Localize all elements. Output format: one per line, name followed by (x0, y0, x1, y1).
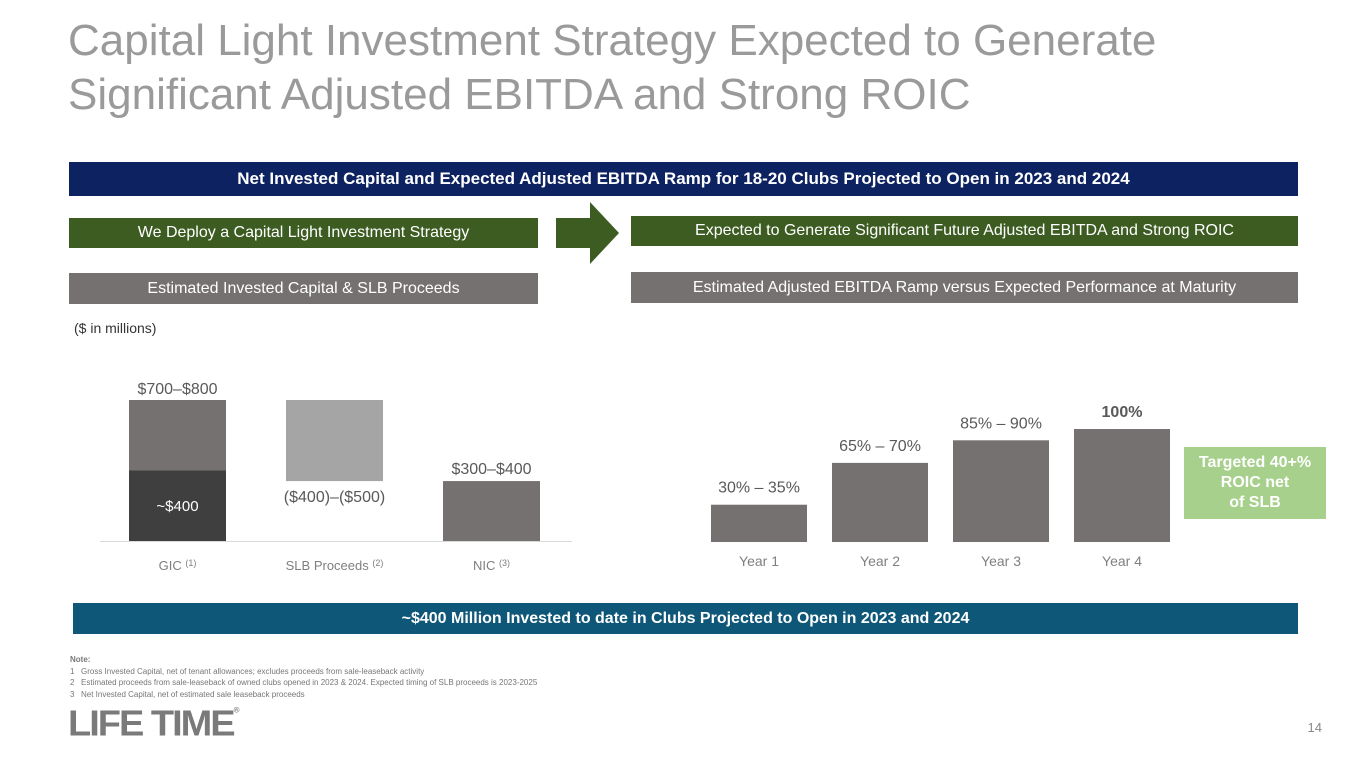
footnotes: Note: 1 Gross Invested Capital, net of te… (70, 654, 537, 700)
bar (286, 400, 383, 482)
bar (953, 440, 1049, 542)
page-number: 14 (1307, 720, 1322, 735)
bar-segment (129, 470, 226, 541)
notes-heading: Note: (70, 655, 91, 664)
note-item: 3 Net Invested Capital, net of estimated … (70, 689, 305, 699)
roic-line-1: Targeted 40+% (1198, 454, 1312, 471)
data-label: 85% – 90% (960, 415, 1042, 432)
data-label: 30% – 35% (718, 480, 800, 497)
note-item: 2 Estimated proceeds from sale-leaseback … (70, 678, 538, 687)
bar (711, 504, 807, 542)
bar (443, 481, 540, 541)
right-header: Expected to Generate Significant Future … (631, 216, 1298, 246)
life-time-logo: LIFE TIME® (68, 704, 240, 744)
data-label: ($400)–($500) (284, 489, 385, 506)
left-header: We Deploy a Capital Light Investment Str… (69, 218, 538, 248)
bottom-banner: ~$400 Million Invested to date in Clubs … (73, 603, 1298, 634)
note-item: 1 Gross Invested Capital, net of tenant a… (70, 666, 425, 676)
category-label: Year 1 (739, 553, 779, 569)
left-subheader: Estimated Invested Capital & SLB Proceed… (69, 273, 538, 304)
category-label: Year 2 (860, 553, 900, 569)
bar (832, 462, 928, 542)
data-label: $300–$400 (451, 461, 531, 478)
top-banner: Net Invested Capital and Expected Adjust… (69, 162, 1298, 196)
bar (1074, 429, 1170, 542)
category-label: SLB Proceeds (2) (286, 558, 384, 573)
invested-capital-chart: ~$400 $700–$800 GIC (1) ($400)–($500) SLB Pr… (100, 381, 572, 573)
units-label: ($ in millions) (74, 320, 157, 336)
category-label: Year 4 (1102, 553, 1142, 569)
data-label: 65% – 70% (839, 438, 921, 455)
roic-line-2: ROIC net (1220, 474, 1290, 491)
data-label: 100% (1102, 404, 1143, 421)
bar-segment (129, 400, 226, 471)
roic-callout: Targeted 40+% ROIC net of SLB (1184, 447, 1326, 519)
data-label: $700–$800 (137, 381, 217, 398)
category-label: GIC (1) (159, 558, 197, 573)
page-title: Capital Light Investment Strategy Expect… (68, 16, 1157, 119)
ebitda-ramp-chart: 30% – 35% Year 1 65% – 70% Year 2 85% – 90% Y… (711, 404, 1170, 569)
right-subheader: Estimated Adjusted EBITDA Ramp versus Ex… (631, 272, 1298, 303)
right-arrow-icon (556, 202, 619, 264)
category-label: NIC (3) (473, 558, 510, 573)
roic-line-3: of SLB (1229, 494, 1281, 511)
category-label: Year 3 (981, 553, 1021, 569)
segment-label: ~$400 (156, 498, 198, 515)
